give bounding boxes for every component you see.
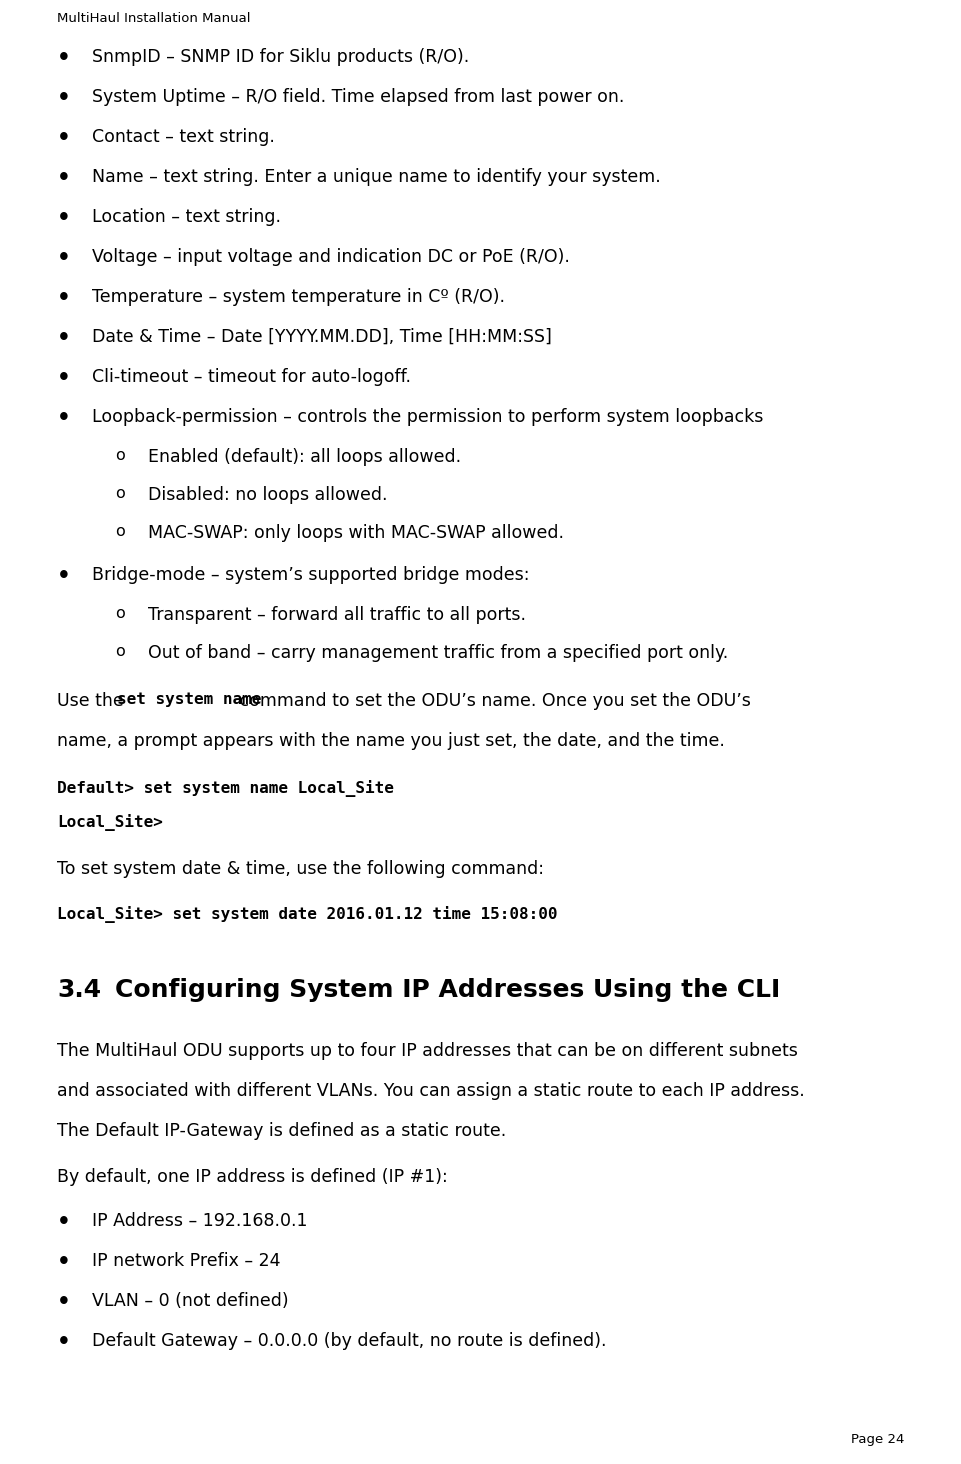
Text: •: • [57, 288, 71, 307]
Text: Disabled: no loops allowed.: Disabled: no loops allowed. [148, 486, 387, 504]
Text: Name – text string. Enter a unique name to identify your system.: Name – text string. Enter a unique name … [92, 168, 661, 186]
Text: Temperature – system temperature in Cº (R/O).: Temperature – system temperature in Cº (… [92, 288, 505, 306]
Text: By default, one IP address is defined (IP #1):: By default, one IP address is defined (I… [57, 1168, 448, 1186]
Text: The Default IP-Gateway is defined as a static route.: The Default IP-Gateway is defined as a s… [57, 1121, 506, 1140]
Text: •: • [57, 127, 71, 148]
Text: 3.4: 3.4 [57, 978, 101, 1001]
Text: VLAN – 0 (not defined): VLAN – 0 (not defined) [92, 1293, 288, 1310]
Text: IP network Prefix – 24: IP network Prefix – 24 [92, 1252, 281, 1269]
Text: Default> set system name Local_Site: Default> set system name Local_Site [57, 780, 394, 796]
Text: Default Gateway – 0.0.0.0 (by default, no route is defined).: Default Gateway – 0.0.0.0 (by default, n… [92, 1332, 606, 1350]
Text: set system name: set system name [117, 692, 261, 707]
Text: command to set the ODU’s name. Once you set the ODU’s: command to set the ODU’s name. Once you … [234, 692, 752, 710]
Text: •: • [57, 567, 71, 586]
Text: IP Address – 192.168.0.1: IP Address – 192.168.0.1 [92, 1212, 308, 1230]
Text: •: • [57, 168, 71, 187]
Text: o: o [115, 524, 125, 539]
Text: o: o [115, 448, 125, 463]
Text: Local_Site>: Local_Site> [57, 814, 162, 832]
Text: •: • [57, 367, 71, 388]
Text: •: • [57, 1293, 71, 1312]
Text: •: • [57, 408, 71, 427]
Text: Local_Site> set system date 2016.01.12 time 15:08:00: Local_Site> set system date 2016.01.12 t… [57, 906, 557, 922]
Text: and associated with different VLANs. You can assign a static route to each IP ad: and associated with different VLANs. You… [57, 1082, 804, 1099]
Text: Location – text string.: Location – text string. [92, 208, 281, 225]
Text: To set system date & time, use the following command:: To set system date & time, use the follo… [57, 859, 544, 878]
Text: Page 24: Page 24 [850, 1433, 904, 1446]
Text: SnmpID – SNMP ID for Siklu products (R/O).: SnmpID – SNMP ID for Siklu products (R/O… [92, 48, 469, 66]
Text: Voltage – input voltage and indication DC or PoE (R/O).: Voltage – input voltage and indication D… [92, 247, 570, 266]
Text: •: • [57, 88, 71, 108]
Text: Out of band – carry management traffic from a specified port only.: Out of band – carry management traffic f… [148, 644, 728, 662]
Text: o: o [115, 606, 125, 621]
Text: Contact – text string.: Contact – text string. [92, 127, 275, 146]
Text: System Uptime – R/O field. Time elapsed from last power on.: System Uptime – R/O field. Time elapsed … [92, 88, 625, 105]
Text: •: • [57, 1252, 71, 1272]
Text: MultiHaul Installation Manual: MultiHaul Installation Manual [57, 12, 251, 25]
Text: Bridge-mode – system’s supported bridge modes:: Bridge-mode – system’s supported bridge … [92, 567, 530, 584]
Text: o: o [115, 486, 125, 501]
Text: Enabled (default): all loops allowed.: Enabled (default): all loops allowed. [148, 448, 461, 466]
Text: •: • [57, 1212, 71, 1233]
Text: Loopback-permission – controls the permission to perform system loopbacks: Loopback-permission – controls the permi… [92, 408, 763, 426]
Text: The MultiHaul ODU supports up to four IP addresses that can be on different subn: The MultiHaul ODU supports up to four IP… [57, 1042, 798, 1060]
Text: Cli-timeout – timeout for auto-logoff.: Cli-timeout – timeout for auto-logoff. [92, 367, 411, 386]
Text: Date & Time – Date [YYYY.MM.DD], Time [HH:MM:SS]: Date & Time – Date [YYYY.MM.DD], Time [H… [92, 328, 552, 346]
Text: Transparent – forward all traffic to all ports.: Transparent – forward all traffic to all… [148, 606, 526, 624]
Text: •: • [57, 1332, 71, 1351]
Text: •: • [57, 48, 71, 67]
Text: MAC-SWAP: only loops with MAC-SWAP allowed.: MAC-SWAP: only loops with MAC-SWAP allow… [148, 524, 564, 542]
Text: •: • [57, 208, 71, 228]
Text: •: • [57, 247, 71, 268]
Text: name, a prompt appears with the name you just set, the date, and the time.: name, a prompt appears with the name you… [57, 732, 725, 750]
Text: Use the: Use the [57, 692, 129, 710]
Text: Configuring System IP Addresses Using the CLI: Configuring System IP Addresses Using th… [114, 978, 779, 1001]
Text: o: o [115, 644, 125, 659]
Text: •: • [57, 328, 71, 348]
